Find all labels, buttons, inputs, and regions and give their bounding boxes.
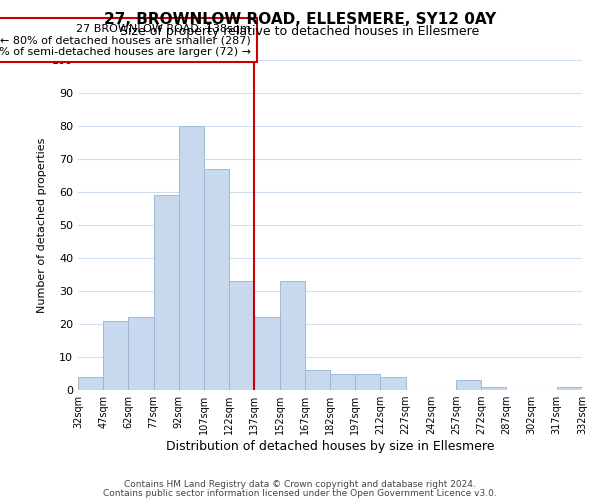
Bar	[229, 281, 254, 390]
Bar	[481, 386, 506, 390]
Text: Contains HM Land Registry data © Crown copyright and database right 2024.: Contains HM Land Registry data © Crown c…	[124, 480, 476, 489]
Bar	[103, 320, 128, 390]
Text: Size of property relative to detached houses in Ellesmere: Size of property relative to detached ho…	[121, 25, 479, 38]
Bar	[204, 169, 229, 390]
Bar	[355, 374, 380, 390]
Bar	[305, 370, 330, 390]
Bar	[78, 377, 103, 390]
Bar	[330, 374, 355, 390]
Text: 27 BROWNLOW ROAD: 138sqm
← 80% of detached houses are smaller (287)
20% of semi-: 27 BROWNLOW ROAD: 138sqm ← 80% of detach…	[0, 24, 251, 56]
Bar	[557, 386, 582, 390]
X-axis label: Distribution of detached houses by size in Ellesmere: Distribution of detached houses by size …	[166, 440, 494, 453]
Bar	[254, 318, 280, 390]
Bar	[280, 281, 305, 390]
Text: 27, BROWNLOW ROAD, ELLESMERE, SY12 0AY: 27, BROWNLOW ROAD, ELLESMERE, SY12 0AY	[104, 12, 496, 28]
Bar	[154, 196, 179, 390]
Y-axis label: Number of detached properties: Number of detached properties	[37, 138, 47, 312]
Bar	[456, 380, 481, 390]
Text: Contains public sector information licensed under the Open Government Licence v3: Contains public sector information licen…	[103, 488, 497, 498]
Bar	[128, 318, 154, 390]
Bar	[179, 126, 204, 390]
Bar	[380, 377, 406, 390]
